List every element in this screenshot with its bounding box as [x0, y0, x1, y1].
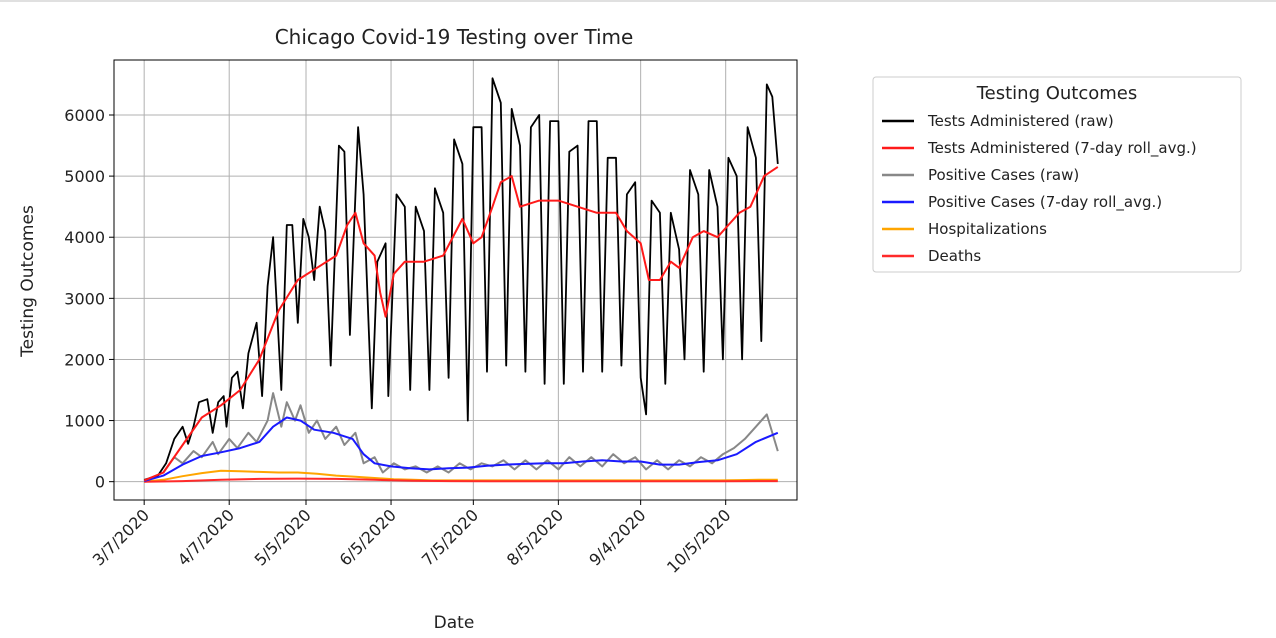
- x-tick-label: 4/7/2020: [174, 505, 238, 569]
- x-axis-label: Date: [434, 613, 475, 633]
- x-tick-label: 5/5/2020: [251, 505, 315, 569]
- x-tick-label: 7/5/2020: [418, 505, 482, 569]
- x-tick-label: 3/7/2020: [89, 505, 153, 569]
- series-line-tests-administered-7-day-roll-avg: [143, 166, 779, 482]
- legend-label: Positive Cases (raw): [928, 166, 1079, 184]
- legend-title: Testing Outcomes: [976, 83, 1138, 104]
- plot-frame: [113, 59, 798, 501]
- y-tick-label: 1000: [64, 412, 105, 431]
- series-line-positive-cases-7-day-roll-avg: [143, 416, 779, 483]
- chart-title: Chicago Covid-19 Testing over Time: [275, 25, 634, 49]
- legend-label: Deaths: [928, 247, 981, 265]
- y-tick-label: 6000: [64, 106, 105, 125]
- legend-label: Tests Administered (raw): [927, 112, 1114, 130]
- x-axis-ticks: 3/7/2020 4/7/2020 5/5/2020 6/5/2020 7/5/2020…: [89, 500, 735, 577]
- y-tick-label: 0: [95, 473, 105, 492]
- y-tick-label: 3000: [64, 289, 105, 308]
- y-tick-label: 2000: [64, 350, 105, 369]
- y-tick-label: 4000: [64, 228, 105, 247]
- x-tick-label: 8/5/2020: [503, 505, 567, 569]
- y-tick-label: 5000: [64, 167, 105, 186]
- series-lines: [143, 77, 779, 483]
- series-line-tests-administered-raw: [143, 77, 779, 481]
- legend: Testing Outcomes Tests Administered (raw…: [872, 76, 1242, 273]
- legend-label: Positive Cases (7-day roll_avg.): [928, 193, 1162, 212]
- series-line-deaths: [144, 477, 778, 483]
- x-tick-label: 9/4/2020: [585, 505, 649, 569]
- top-divider: [0, 0, 1276, 2]
- grid-lines: [114, 60, 797, 500]
- legend-box: [872, 76, 1242, 273]
- x-tick-label: 10/5/2020: [663, 505, 734, 576]
- legend-label: Tests Administered (7-day roll_avg.): [927, 139, 1197, 158]
- legend-label: Hospitalizations: [928, 220, 1047, 238]
- y-axis-label: Testing Outcomes: [18, 205, 38, 358]
- series-line-positive-cases-raw: [143, 392, 779, 483]
- x-tick-label: 6/5/2020: [336, 505, 400, 569]
- y-axis-ticks: 0 1000 2000 3000 4000 5000 6000: [64, 106, 114, 492]
